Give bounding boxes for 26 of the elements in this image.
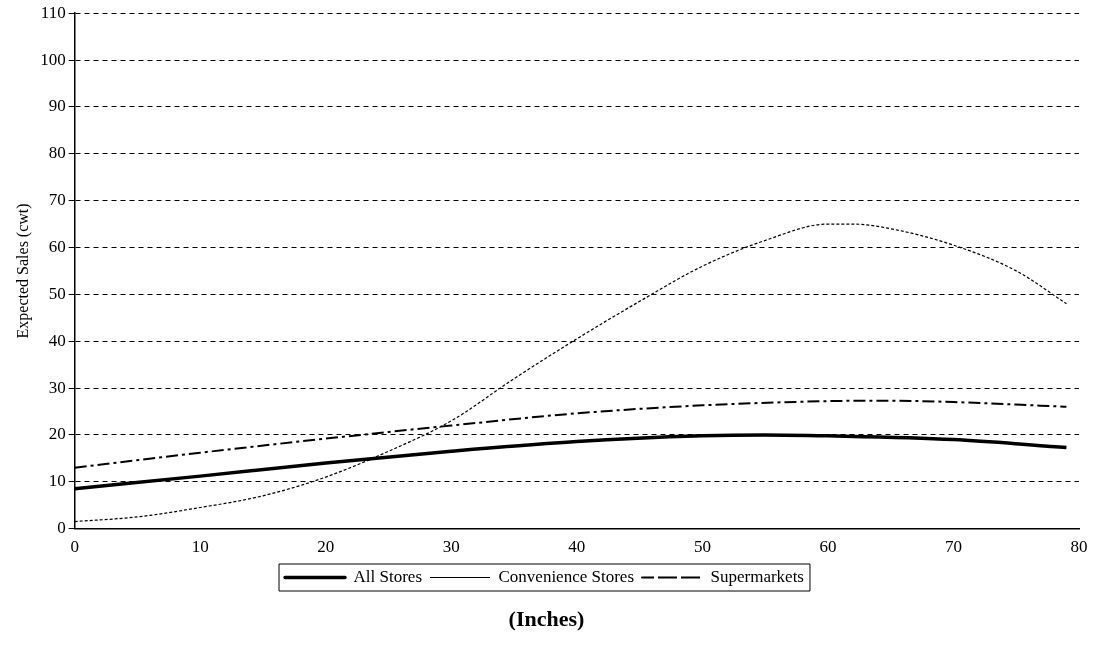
y-tick-label: 110 xyxy=(40,2,66,22)
x-tick-label: 30 xyxy=(442,537,460,557)
y-tick-label: 70 xyxy=(48,190,66,210)
y-axis-title: Expected Sales (cwt) xyxy=(13,203,32,339)
y-tick-label: 100 xyxy=(40,49,66,69)
legend-label: Supermarkets xyxy=(710,566,804,586)
x-axis-title: (Inches) xyxy=(507,606,586,632)
y-tick-label: 20 xyxy=(48,424,66,444)
x-tick-label: 80 xyxy=(1070,537,1088,557)
y-tick-label: 10 xyxy=(48,471,66,491)
x-tick-label: 0 xyxy=(70,537,79,557)
y-tick-label: 40 xyxy=(48,330,66,350)
legend-label: All Stores xyxy=(353,566,423,586)
x-tick-label: 50 xyxy=(693,537,711,557)
y-tick-label: 90 xyxy=(48,96,66,116)
legend-label: Convenience Stores xyxy=(498,566,634,586)
y-tick-label: 50 xyxy=(48,283,66,303)
y-tick-label: 30 xyxy=(48,377,66,397)
x-tick-label: 20 xyxy=(317,537,335,557)
y-tick-label: 60 xyxy=(48,236,66,256)
x-tick-label: 10 xyxy=(191,537,209,557)
x-tick-label: 70 xyxy=(944,537,962,557)
x-tick-label: 60 xyxy=(819,537,837,557)
y-tick-label: 0 xyxy=(57,518,66,538)
x-tick-label: 40 xyxy=(568,537,586,557)
y-tick-label: 80 xyxy=(48,143,66,163)
